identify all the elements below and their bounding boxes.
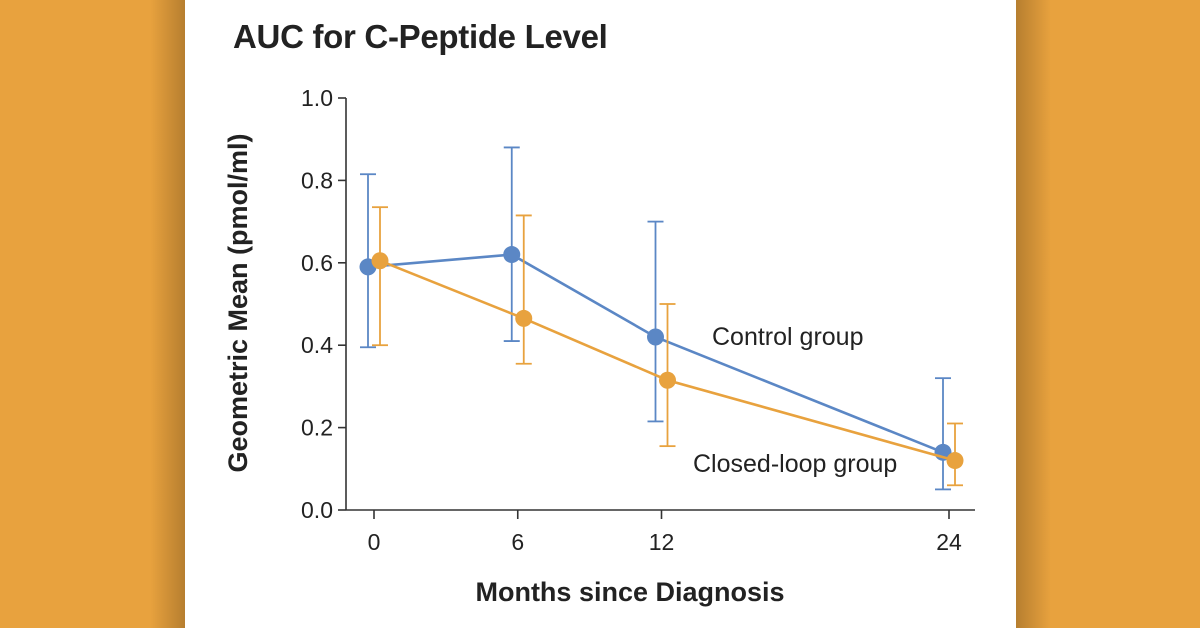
x-tick-label: 6 xyxy=(511,529,524,555)
control-group-line xyxy=(367,253,944,454)
left-border-shade xyxy=(150,0,185,628)
x-tick-label: 24 xyxy=(936,529,962,555)
y-tick-label: 0.6 xyxy=(301,250,333,276)
control-group-point xyxy=(647,328,664,346)
y-tick-label: 0.8 xyxy=(301,167,333,193)
y-tick-label: 0.0 xyxy=(301,497,333,523)
y-tick-label: 0.4 xyxy=(301,332,333,358)
x-axis-title: Months since Diagnosis xyxy=(475,577,784,607)
closed-loop-group-point xyxy=(659,371,676,389)
closed-loop-group-point xyxy=(946,452,964,470)
closed-loop-group-point xyxy=(371,252,389,270)
chart-panel: AUC for C-Peptide Level 0.0 0.2 0.4 0.6 0.8 1… xyxy=(185,0,1016,628)
y-tick-label: 1.0 xyxy=(301,85,333,111)
closed-loop-group-label: Closed-loop group xyxy=(693,450,897,478)
control-group-label: Control group xyxy=(712,323,863,351)
x-tick-label: 12 xyxy=(649,529,675,555)
chart-title: AUC for C-Peptide Level xyxy=(233,18,608,55)
x-tick-label: 0 xyxy=(368,529,381,555)
y-axis-title: Geometric Mean (pmol/ml) xyxy=(223,133,253,472)
closed-loop-group-point xyxy=(515,309,533,327)
closed-loop-group-line xyxy=(379,259,956,462)
y-tick-label: 0.2 xyxy=(301,415,333,441)
line-chart: 0.0 0.2 0.4 0.6 0.8 1.0 0 6 12 24 Months since Dia… xyxy=(223,85,975,607)
right-border-shade xyxy=(1016,0,1051,628)
control-group-point xyxy=(503,246,521,264)
